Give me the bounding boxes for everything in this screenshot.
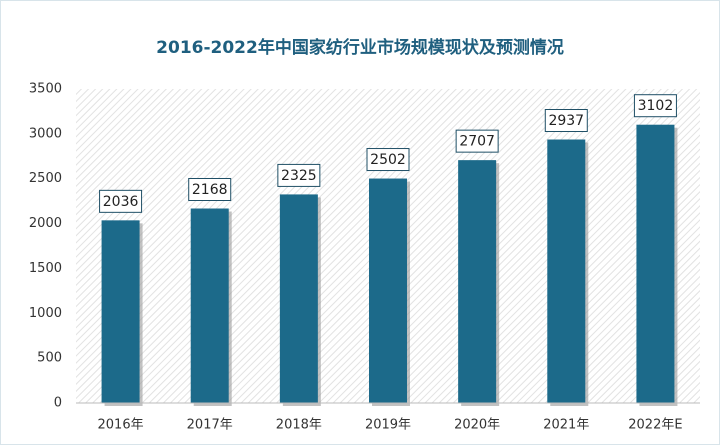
bar — [547, 139, 586, 403]
bar — [101, 220, 140, 403]
y-tick-label: 0 — [54, 396, 62, 411]
y-tick-label: 2000 — [29, 216, 62, 231]
bar — [369, 178, 407, 403]
value-label: 2707 — [459, 134, 495, 150]
x-tick-label: 2022年E — [628, 418, 682, 433]
bar — [636, 124, 675, 403]
bar — [279, 194, 318, 403]
x-tick-label: 2018年 — [276, 418, 322, 433]
x-tick-label: 2019年 — [365, 418, 411, 433]
value-label: 2168 — [192, 182, 228, 198]
chart-title: 2016-2022年中国家纺行业市场规模现状及预测情况 — [156, 37, 564, 58]
y-tick-label: 2500 — [29, 171, 62, 186]
value-label-box — [99, 189, 143, 213]
y-tick-label: 1000 — [29, 306, 62, 321]
x-tick-label: 2020年 — [454, 418, 500, 433]
y-tick-label: 1500 — [29, 261, 62, 276]
value-label-box — [188, 177, 232, 201]
y-tick-label: 3000 — [29, 126, 62, 141]
x-tick-label: 2016年 — [98, 418, 144, 433]
y-tick-label: 500 — [37, 351, 62, 366]
value-label: 2036 — [103, 194, 139, 210]
bar — [190, 208, 229, 403]
value-label-box — [366, 148, 410, 172]
value-label: 2325 — [281, 168, 317, 184]
y-tick-label: 3500 — [29, 82, 62, 97]
value-label: 3102 — [638, 98, 674, 114]
value-label-box — [544, 109, 588, 133]
x-tick-label: 2017年 — [187, 418, 233, 433]
value-label-box — [277, 163, 321, 187]
value-label: 2502 — [370, 152, 406, 168]
value-label-box — [633, 94, 677, 118]
x-tick-label: 2021年 — [543, 418, 589, 433]
value-label-box — [455, 129, 499, 153]
bar — [458, 160, 497, 403]
value-label: 2937 — [548, 113, 584, 129]
